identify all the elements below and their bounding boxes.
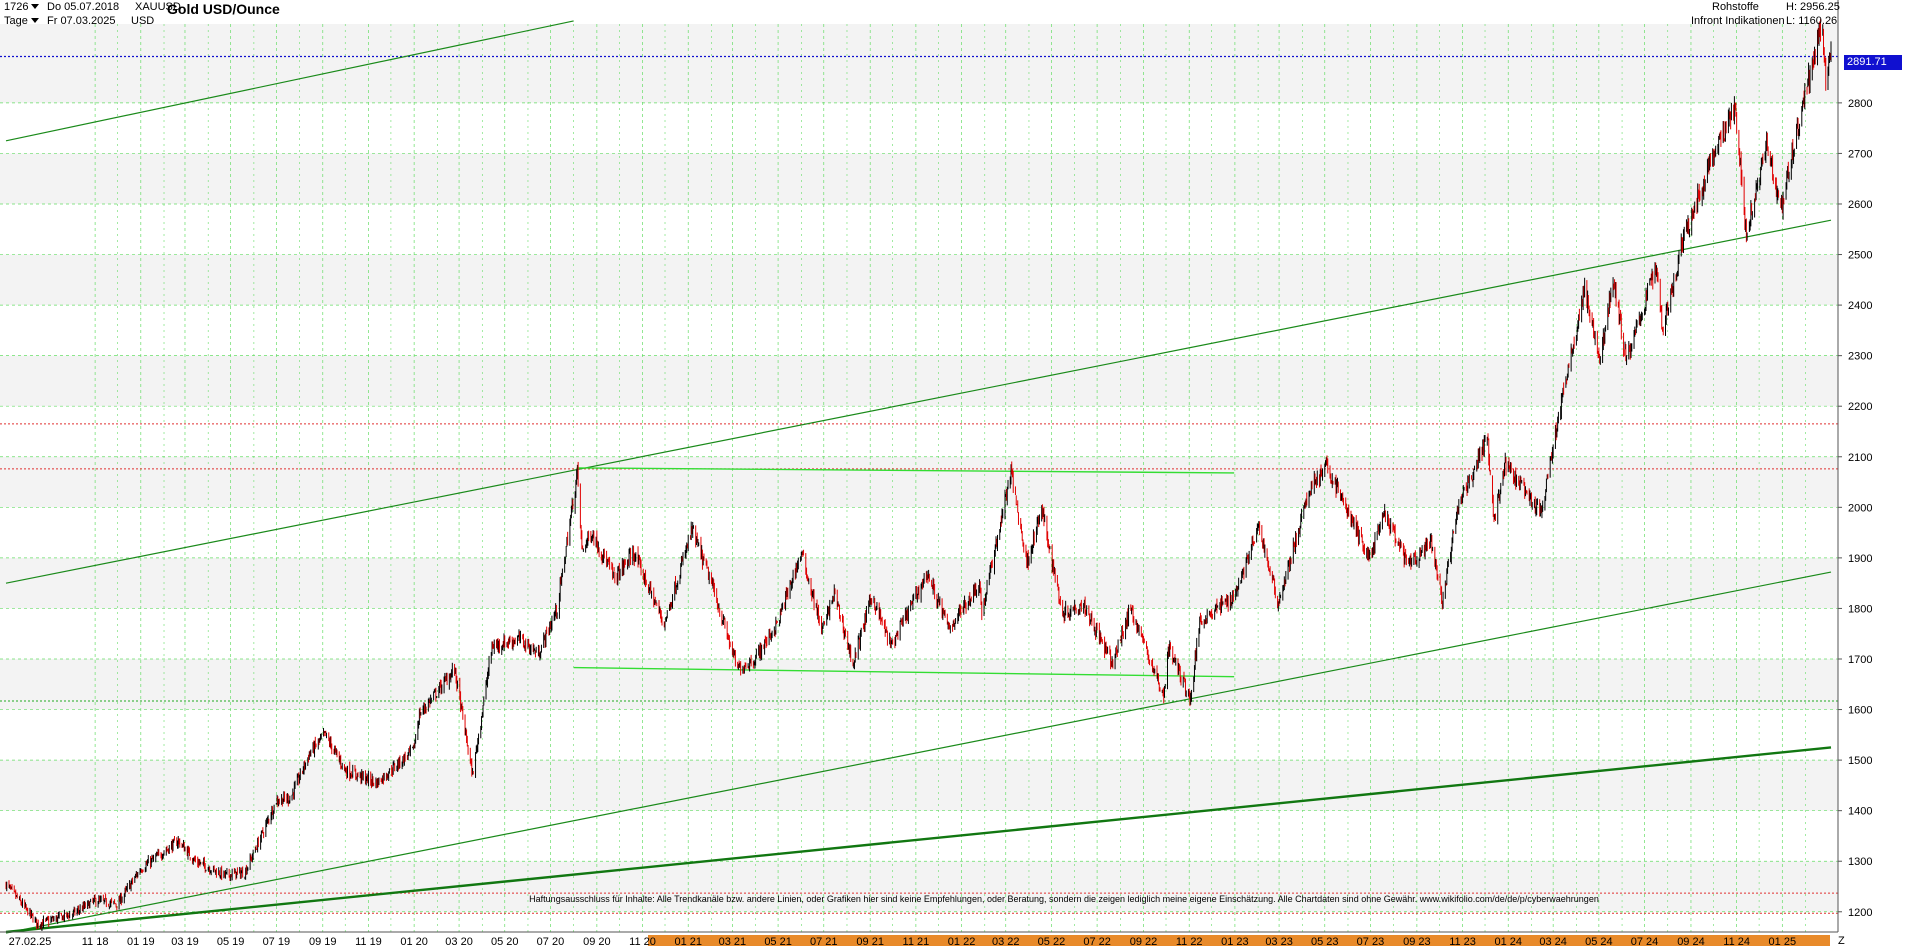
chevron-down-icon bbox=[31, 4, 40, 10]
trend-channel-upper-line bbox=[5, 20, 574, 142]
shade-band bbox=[0, 254, 1838, 306]
chevron-down-icon bbox=[30, 18, 39, 24]
trend-lines bbox=[5, 20, 1832, 934]
time-tick-label: 07 22 bbox=[1083, 936, 1111, 948]
time-tick-label: 01 21 bbox=[674, 936, 702, 948]
source-label: Infront Indikationen bbox=[1691, 15, 1785, 27]
time-tick-label: 01 25 bbox=[1769, 936, 1797, 948]
price-tick-label: 1300 bbox=[1848, 856, 1872, 868]
time-tick-label: 09 23 bbox=[1403, 936, 1431, 948]
price-tick-label: 1200 bbox=[1848, 907, 1872, 919]
time-tick-label: 11 23 bbox=[1449, 936, 1476, 948]
time-tick-label: 03 19 bbox=[171, 936, 199, 948]
time-tick-label: 03 21 bbox=[719, 936, 747, 948]
time-tick-label: 05 19 bbox=[217, 936, 245, 948]
range-top-line bbox=[576, 467, 1235, 474]
price-tick-label: 2700 bbox=[1848, 148, 1872, 160]
shade-band bbox=[0, 557, 1838, 609]
price-tick-label: 2600 bbox=[1848, 199, 1872, 211]
time-tick-label: 01 23 bbox=[1221, 936, 1249, 948]
time-tick-label: 09 22 bbox=[1130, 936, 1158, 948]
grid-lines bbox=[0, 24, 1838, 932]
price-tick-label: 1900 bbox=[1848, 553, 1872, 565]
time-tick-label: 05 22 bbox=[1038, 936, 1066, 948]
timeframe-select[interactable]: Tage bbox=[4, 15, 42, 28]
time-tick-label: 03 20 bbox=[445, 936, 473, 948]
disclaimer-text: Haftungsausschluss für Inhalte: Alle Tre… bbox=[529, 894, 1599, 904]
time-tick-label: 11 18 bbox=[82, 936, 109, 948]
shade-band bbox=[0, 760, 1838, 811]
time-tick-label: 05 23 bbox=[1311, 936, 1339, 948]
price-axis: 1200 1300 1400 1500 1600 1700 1800 1900 2000 2100… bbox=[1838, 98, 1872, 919]
date-from: Do 05.07.2018 bbox=[47, 1, 120, 13]
time-tick-label: 01 24 bbox=[1494, 936, 1522, 948]
date-to: Fr 07.03.2025 bbox=[47, 15, 116, 27]
price-tick-label: 1700 bbox=[1848, 654, 1872, 666]
shade-band bbox=[0, 24, 1838, 103]
low-value: L: 1160.26 bbox=[1786, 15, 1838, 27]
corner-label: Z bbox=[1838, 935, 1845, 947]
time-tick-label: 05 20 bbox=[491, 936, 519, 948]
time-tick-label: 09 24 bbox=[1677, 936, 1705, 948]
shade-band bbox=[0, 861, 1838, 912]
time-tick-label: 07 19 bbox=[263, 936, 291, 948]
price-tick-label: 1600 bbox=[1848, 705, 1872, 717]
price-tick-label: 2300 bbox=[1848, 351, 1872, 363]
chart-title: Gold USD/Ounce bbox=[167, 1, 280, 17]
time-tick-label: 07 21 bbox=[810, 936, 838, 948]
shade-band bbox=[0, 456, 1838, 508]
candles bbox=[5, 19, 1832, 931]
shade-band bbox=[0, 658, 1838, 710]
time-tick-label: 07 20 bbox=[537, 936, 565, 948]
time-axis-highlight bbox=[648, 935, 1830, 946]
price-tick-label: 2400 bbox=[1848, 300, 1872, 312]
time-tick-label: 11 22 bbox=[1176, 936, 1203, 948]
time-tick-label: 03 23 bbox=[1265, 936, 1293, 948]
time-tick-label: 09 21 bbox=[856, 936, 884, 948]
time-tick-label: 07 24 bbox=[1631, 936, 1659, 948]
price-tick-label: 2000 bbox=[1848, 502, 1872, 514]
current-price-badge: 2891.71 bbox=[1844, 55, 1902, 70]
time-tick-label: 03 24 bbox=[1539, 936, 1567, 948]
category-label: Rohstoffe bbox=[1712, 1, 1759, 13]
time-tick-label: 27.02.25 bbox=[9, 936, 52, 948]
trend-channel-lower-line bbox=[5, 571, 1832, 934]
time-tick-label: 01 20 bbox=[400, 936, 428, 948]
time-tick-label: 11 24 bbox=[1723, 936, 1750, 948]
currency-label: USD bbox=[131, 15, 155, 27]
price-tick-label: 2200 bbox=[1848, 401, 1872, 413]
price-tick-label: 2800 bbox=[1848, 98, 1872, 110]
trend-channel-mid-line bbox=[5, 219, 1832, 584]
long-support-line bbox=[5, 746, 1832, 934]
range-bottom-line bbox=[573, 666, 1235, 678]
high-value: H: 2956.25 bbox=[1786, 1, 1840, 13]
shade-bands bbox=[0, 24, 1838, 912]
bars-count: 1726 bbox=[4, 1, 29, 13]
time-tick-label: 09 20 bbox=[583, 936, 611, 948]
time-tick-label: 01 19 bbox=[127, 936, 155, 948]
time-axis: 27.02.25 11 18 01 19 03 19 05 19 07 19 09 19 11… bbox=[9, 935, 1830, 948]
time-tick-label: 05 21 bbox=[764, 936, 792, 948]
time-tick-label: 11 19 bbox=[355, 936, 382, 948]
timeframe-label: Tage bbox=[4, 15, 28, 27]
bars-count-select[interactable]: 1726 bbox=[4, 1, 42, 14]
shade-band bbox=[0, 153, 1838, 204]
symbol-label: XAUUSD bbox=[135, 1, 181, 13]
time-tick-label: 03 22 bbox=[992, 936, 1020, 948]
price-tick-label: 2500 bbox=[1848, 250, 1872, 262]
time-tick-label: 11 20 bbox=[629, 936, 656, 948]
price-tick-label: 2100 bbox=[1848, 452, 1872, 464]
price-tick-label: 1500 bbox=[1848, 755, 1872, 767]
price-tick-label: 1400 bbox=[1848, 806, 1872, 818]
time-tick-label: 01 22 bbox=[948, 936, 976, 948]
time-tick-label: 11 21 bbox=[903, 936, 930, 948]
price-tick-label: 1800 bbox=[1848, 603, 1872, 615]
time-tick-label: 07 23 bbox=[1357, 936, 1385, 948]
time-tick-label: 05 24 bbox=[1585, 936, 1613, 948]
time-tick-label: 09 19 bbox=[309, 936, 337, 948]
